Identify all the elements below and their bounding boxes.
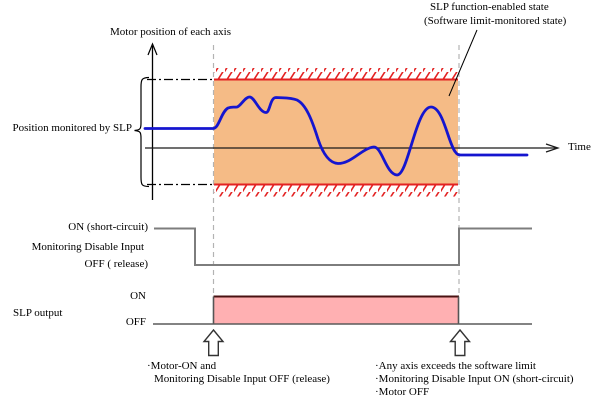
event-arrow-start-icon [202, 328, 225, 357]
event-arrow-end-icon [449, 328, 471, 357]
mdi-off-label: OFF ( release) [84, 258, 148, 270]
slp-on-region [214, 296, 459, 324]
y-axis-arrowhead-icon [147, 42, 158, 56]
time-axis-arrowhead-icon [545, 143, 560, 153]
state-annotation-line2: (Software limit-monitored state) [424, 15, 567, 27]
monitored-range-brace [134, 76, 150, 188]
start-event-line1: ·Motor-ON and [147, 360, 217, 372]
motor-position-trace [143, 95, 529, 177]
slp-on-label: ON [130, 290, 146, 302]
start-event-line2: Monitoring Disable Input OFF (release) [154, 373, 330, 385]
mdi-on-label: ON (short-circuit) [68, 221, 148, 233]
lower-limit-hatch [214, 185, 458, 197]
x-axis-label: Time [568, 141, 591, 153]
end-event-line3: ·Motor OFF [375, 386, 430, 398]
upper-limit-hatch [214, 68, 458, 80]
monitored-position-label: Position monitored by SLP [12, 122, 133, 134]
slp-signal-name: SLP output [13, 307, 63, 319]
state-annotation-line1: SLP function-enabled state [430, 1, 549, 13]
annotation-leader-line [448, 29, 478, 97]
mdi-signal-name: Monitoring Disable Input [31, 241, 144, 253]
monitoring-disable-input-waveform [154, 227, 532, 266]
end-event-line2: ·Monitoring Disable Input ON (short-circ… [375, 373, 574, 385]
slp-off-label: OFF [125, 316, 146, 328]
y-axis-label: Motor position of each axis [110, 26, 231, 38]
end-event-line1: ·Any axis exceeds the software limit [375, 360, 536, 372]
limit-monitored-region [214, 80, 458, 184]
